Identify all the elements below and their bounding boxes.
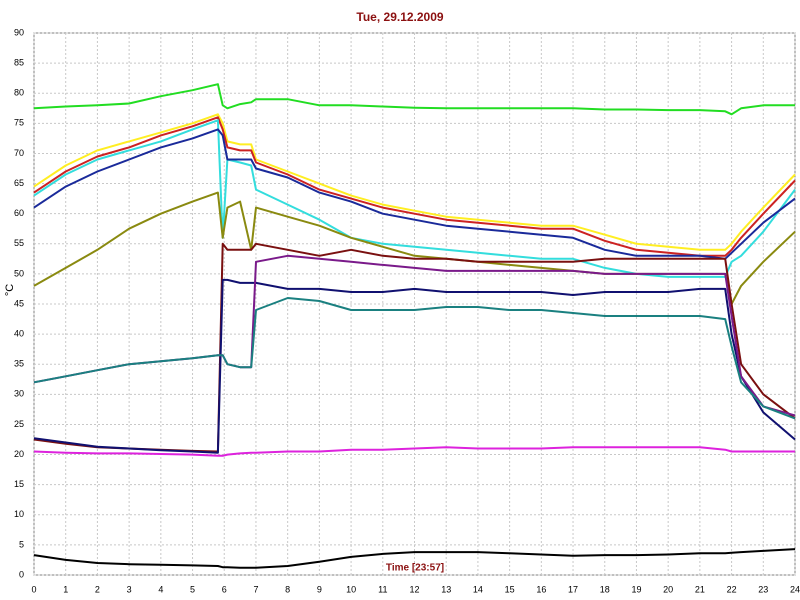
- y-tick-label: 80: [14, 88, 24, 98]
- y-tick-label: 90: [14, 27, 24, 37]
- y-tick-label: 25: [14, 419, 24, 429]
- series-line: [33, 113, 796, 251]
- x-tick-label: 0: [31, 584, 36, 594]
- y-tick-label: 55: [14, 238, 24, 248]
- y-tick-label: 50: [14, 268, 24, 278]
- x-tick-label: 1: [63, 584, 68, 594]
- series-line: [33, 119, 796, 278]
- x-tick-label: 21: [695, 584, 705, 594]
- y-tick-label: 60: [14, 208, 24, 218]
- x-tick-label: 15: [505, 584, 515, 594]
- y-tick-label: 20: [14, 449, 24, 459]
- series-line: [33, 548, 796, 569]
- x-tick-label: 10: [346, 584, 356, 594]
- x-tick-label: 14: [473, 584, 483, 594]
- y-axis-label: °C: [4, 284, 16, 296]
- lines: [33, 83, 796, 569]
- x-tick-label: 17: [568, 584, 578, 594]
- y-tick-label: 5: [19, 539, 24, 549]
- y-tick-label: 45: [14, 298, 24, 308]
- y-tick-label: 15: [14, 479, 24, 489]
- x-tick-label: 8: [285, 584, 290, 594]
- y-tick-label: 0: [19, 569, 24, 579]
- x-tick-label: 23: [758, 584, 768, 594]
- y-tick-label: 75: [14, 118, 24, 128]
- x-tick-label: 4: [158, 584, 163, 594]
- x-tick-label: 18: [600, 584, 610, 594]
- y-tick-label: 40: [14, 328, 24, 338]
- y-tick-label: 10: [14, 509, 24, 519]
- series-line: [33, 128, 796, 260]
- y-tick-label: 65: [14, 178, 24, 188]
- y-tick-label: 30: [14, 389, 24, 399]
- x-tick-label: 11: [378, 584, 387, 594]
- y-tick-label: 85: [14, 57, 24, 67]
- x-tick-label: 22: [727, 584, 737, 594]
- series-line: [33, 83, 795, 116]
- series-line: [33, 446, 795, 457]
- x-tick-label: 5: [190, 584, 195, 594]
- x-tick-label: 19: [631, 584, 641, 594]
- y-tick-label: 70: [14, 148, 24, 158]
- chart-title: Tue, 29.12.2009: [356, 10, 443, 24]
- x-tick-label: 7: [253, 584, 258, 594]
- y-tick-label: 35: [14, 359, 24, 369]
- series-line: [33, 297, 796, 420]
- x-tick-label: 9: [317, 584, 322, 594]
- x-tick-label: 3: [127, 584, 132, 594]
- x-tick-label: 6: [222, 584, 227, 594]
- x-tick-label: 2: [95, 584, 100, 594]
- x-tick-label: 20: [663, 584, 673, 594]
- x-tick-label: 16: [536, 584, 546, 594]
- x-tick-label: 13: [441, 584, 451, 594]
- series-line: [33, 278, 796, 454]
- x-tick-label: 24: [790, 584, 800, 594]
- x-tick-label: 12: [409, 584, 419, 594]
- x-axis-label: Time [23:57]: [386, 563, 444, 574]
